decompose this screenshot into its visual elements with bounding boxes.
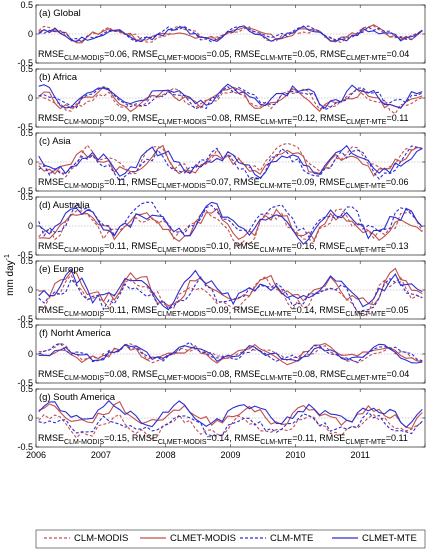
y-tick-label: 0.5 bbox=[20, 320, 33, 330]
series-line bbox=[38, 25, 423, 43]
y-tick-label: 0.5 bbox=[20, 64, 33, 74]
panel: 0.5 0 -0.5 (a) Global RMSECLM-MODIS=0.06, RM… bbox=[17, 0, 426, 68]
y-tick-label: 0.5 bbox=[20, 256, 33, 266]
panel-title: (d) Australia bbox=[39, 200, 90, 211]
series-line bbox=[38, 411, 423, 437]
series-line bbox=[38, 208, 423, 248]
series-line bbox=[38, 145, 423, 182]
panel-title: (b) Africa bbox=[39, 72, 78, 83]
x-tick-label: 2011 bbox=[350, 450, 369, 460]
rmse-annotation: RMSECLM-MODIS=0.11, RMSECLMET-MODIS=0.10… bbox=[38, 241, 409, 254]
panel: 0.5 0 -0.5 (c) Asia RMSECLM-MODIS=0.11, RMSE… bbox=[17, 128, 426, 196]
series-line bbox=[38, 343, 423, 364]
x-tick-label: 2008 bbox=[156, 450, 176, 460]
series-line bbox=[38, 341, 423, 363]
series-line bbox=[38, 87, 423, 115]
y-tick-label: 0 bbox=[28, 157, 33, 167]
series-line bbox=[38, 399, 423, 429]
panel-title: (a) Global bbox=[39, 8, 81, 19]
series-line bbox=[38, 201, 423, 239]
y-tick-label: -0.5 bbox=[17, 314, 33, 324]
legend-entry: CLM-MTE bbox=[270, 533, 313, 544]
series-line bbox=[38, 207, 423, 242]
panel-title: (c) Asia bbox=[39, 136, 71, 147]
series-line bbox=[38, 83, 423, 109]
panels: 0.5 0 -0.5 (a) Global RMSECLM-MODIS=0.06, RM… bbox=[17, 0, 426, 460]
y-tick-label: 0 bbox=[28, 413, 33, 423]
rmse-annotation: RMSECLM-MODIS=0.09, RMSECLMET-MODIS=0.08… bbox=[38, 113, 409, 126]
y-tick-label: 0 bbox=[28, 285, 33, 295]
x-tick-label: 2010 bbox=[285, 450, 305, 460]
x-tick-label: 2006 bbox=[26, 450, 46, 460]
rmse-annotation: RMSECLM-MODIS=0.06, RMSECLMET-MODIS=0.05… bbox=[38, 49, 409, 62]
legend: CLM-MODIS CLMET-MODIS CLM-MTE CLMET-MTE bbox=[35, 529, 426, 549]
legend-entry: CLMET-MODIS bbox=[170, 533, 236, 544]
legend-box bbox=[35, 529, 426, 549]
series-line bbox=[38, 275, 423, 313]
rmse-annotation: RMSECLM-MODIS=0.11, RMSECLMET-MODIS=0.07… bbox=[38, 177, 409, 190]
rmse-annotation: RMSECLM-MODIS=0.15, RMSECLMET-MODIS=0.14… bbox=[38, 433, 408, 446]
y-tick-label: -0.5 bbox=[17, 250, 33, 260]
series-line bbox=[38, 413, 423, 440]
panel: 0.5 0 -0.5 (b) Africa RMSECLM-MODIS=0.09, RM… bbox=[17, 64, 426, 132]
y-tick-label: 0.5 bbox=[20, 384, 33, 394]
y-tick-label: 0 bbox=[28, 93, 33, 103]
series-line bbox=[38, 25, 423, 43]
panel-title: (g) South America bbox=[39, 392, 116, 403]
x-tick-label: 2007 bbox=[91, 450, 111, 460]
y-tick-label: -0.5 bbox=[17, 186, 33, 196]
panel: 0.5 0 -0.5 (f) Norht America RMSECLM-MODIS=0… bbox=[17, 320, 426, 388]
y-tick-label: 0.5 bbox=[20, 0, 33, 10]
series-line bbox=[38, 400, 423, 430]
y-tick-label: -0.5 bbox=[17, 378, 33, 388]
y-tick-label: 0.5 bbox=[20, 192, 33, 202]
y-tick-label: 0.5 bbox=[20, 128, 33, 138]
series-line bbox=[38, 144, 423, 179]
legend-entry: CLMET-MTE bbox=[362, 533, 417, 544]
panel-title: (e) Europe bbox=[39, 264, 84, 275]
rmse-annotation: RMSECLM-MODIS=0.11, RMSECLMET-MODIS=0.09… bbox=[38, 305, 409, 318]
series-line bbox=[38, 25, 423, 44]
x-tick-label: 2009 bbox=[220, 450, 240, 460]
y-tick-label: 0 bbox=[28, 349, 33, 359]
series-line bbox=[38, 268, 423, 311]
y-tick-label: -0.5 bbox=[17, 122, 33, 132]
series-line bbox=[38, 144, 423, 178]
y-tick-label: 0 bbox=[28, 221, 33, 231]
panel: 0.5 0 -0.5 (e) Europe RMSECLM-MODIS=0.11, RM… bbox=[17, 256, 426, 324]
y-tick-label: 0 bbox=[28, 29, 33, 39]
panel-title: (f) Norht America bbox=[39, 328, 112, 339]
y-tick-label: -0.5 bbox=[17, 58, 33, 68]
series-line bbox=[38, 86, 423, 113]
panel: 0.5 0 -0.5 (g) South America RMSECLM-MODIS=0… bbox=[17, 384, 426, 452]
legend-entry: CLM-MODIS bbox=[74, 533, 128, 544]
series-line bbox=[38, 342, 423, 364]
y-axis-label: mm day-1 bbox=[4, 254, 16, 296]
panel: 0.5 0 -0.5 (d) Australia RMSECLM-MODIS=0.11,… bbox=[17, 192, 426, 260]
series-line bbox=[38, 85, 423, 111]
rmse-annotation: RMSECLM-MODIS=0.08, RMSECLMET-MODIS=0.08… bbox=[38, 369, 409, 382]
series-line bbox=[38, 201, 423, 245]
series-line bbox=[38, 142, 423, 178]
y-tick-label: -0.5 bbox=[17, 442, 33, 452]
